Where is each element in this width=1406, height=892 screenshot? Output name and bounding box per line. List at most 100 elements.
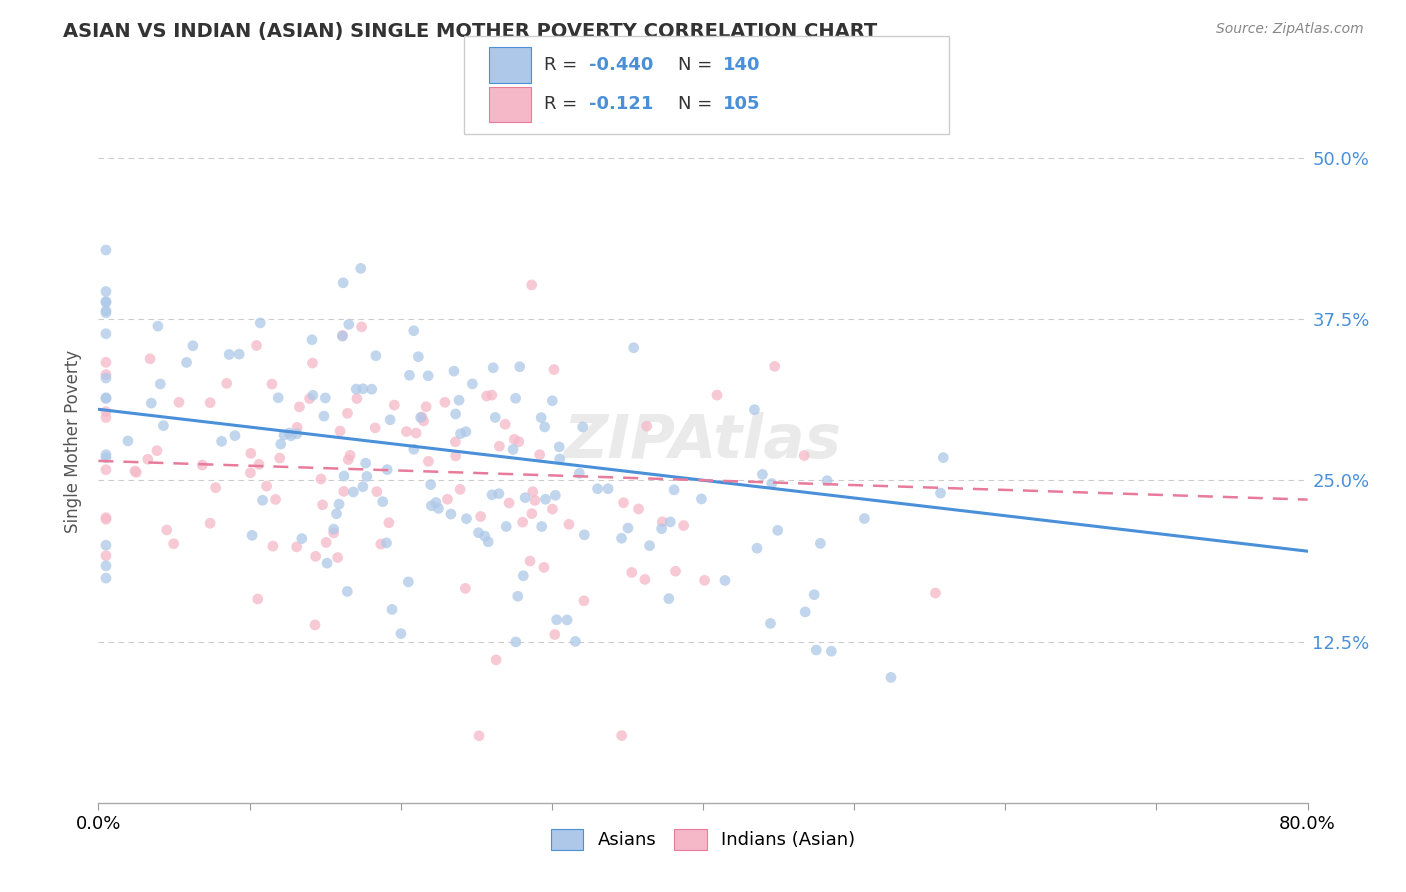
Point — [273, 428, 295, 442]
Point — [519, 554, 541, 568]
Point — [262, 539, 284, 553]
Point — [744, 402, 766, 417]
Point — [503, 433, 526, 447]
Point — [672, 518, 695, 533]
Point — [454, 582, 477, 596]
Point — [249, 316, 271, 330]
Point — [763, 359, 786, 374]
Point — [228, 347, 250, 361]
Point — [406, 350, 429, 364]
Point — [398, 368, 420, 383]
Point — [326, 550, 349, 565]
Point — [610, 729, 633, 743]
Point — [456, 511, 478, 525]
Point — [419, 477, 441, 491]
Point — [332, 276, 354, 290]
Point — [280, 429, 302, 443]
Point — [418, 454, 440, 468]
Point — [342, 485, 364, 500]
Point — [481, 388, 503, 402]
Point — [498, 496, 520, 510]
Point — [751, 467, 773, 482]
Point — [146, 443, 169, 458]
Point — [94, 295, 117, 310]
Point — [523, 493, 546, 508]
Point — [278, 425, 301, 440]
Point — [94, 303, 117, 318]
Point — [94, 538, 117, 552]
Point — [571, 420, 593, 434]
Point — [94, 571, 117, 585]
Point — [636, 419, 658, 434]
Point — [444, 449, 467, 463]
Point — [285, 420, 308, 434]
Point — [808, 536, 831, 550]
Point — [285, 540, 308, 554]
Point — [520, 277, 543, 292]
Point — [146, 319, 169, 334]
Point — [470, 509, 492, 524]
Point — [264, 492, 287, 507]
Point — [378, 413, 401, 427]
Text: N =: N = — [678, 95, 717, 113]
Point — [94, 392, 117, 406]
Point — [360, 382, 382, 396]
Point — [94, 371, 117, 385]
Point — [690, 491, 713, 506]
Point — [364, 349, 387, 363]
Point — [444, 434, 467, 449]
Point — [651, 522, 673, 536]
Point — [574, 528, 596, 542]
Point — [544, 488, 567, 502]
Point — [803, 588, 825, 602]
Point — [312, 409, 335, 423]
Point — [638, 539, 661, 553]
Point — [449, 483, 471, 497]
Point — [509, 359, 531, 374]
Text: ZIPAtlas: ZIPAtlas — [564, 412, 842, 471]
Point — [149, 376, 172, 391]
Point — [512, 515, 534, 529]
Point — [530, 519, 553, 533]
Point — [167, 395, 190, 409]
Point — [124, 464, 146, 478]
Point — [425, 495, 447, 509]
Point — [301, 356, 323, 370]
Point — [623, 341, 645, 355]
Point — [252, 493, 274, 508]
Point — [411, 409, 433, 424]
Point — [815, 474, 838, 488]
Point — [94, 549, 117, 563]
Point — [291, 532, 314, 546]
Point — [333, 484, 356, 499]
Point — [94, 355, 117, 369]
Point — [468, 729, 491, 743]
Legend: Asians, Indians (Asian): Asians, Indians (Asian) — [546, 823, 860, 855]
Point — [402, 442, 425, 457]
Point — [204, 481, 226, 495]
Point — [541, 502, 564, 516]
Point — [658, 591, 681, 606]
Point — [152, 418, 174, 433]
Point — [505, 635, 527, 649]
Point — [474, 529, 496, 543]
Point — [533, 560, 555, 574]
Point — [239, 466, 262, 480]
Point — [350, 319, 373, 334]
Point — [246, 592, 269, 607]
Point — [481, 488, 503, 502]
Point — [301, 388, 323, 402]
Point — [163, 537, 186, 551]
Point — [389, 626, 412, 640]
Y-axis label: Single Mother Poverty: Single Mother Poverty — [65, 350, 83, 533]
Text: N =: N = — [678, 56, 717, 74]
Point — [215, 376, 238, 391]
Point — [485, 653, 508, 667]
Point — [94, 558, 117, 573]
Point — [94, 294, 117, 309]
Point — [336, 406, 359, 420]
Point — [270, 437, 292, 451]
Point — [440, 507, 463, 521]
Point — [395, 425, 418, 439]
Point — [558, 517, 581, 532]
